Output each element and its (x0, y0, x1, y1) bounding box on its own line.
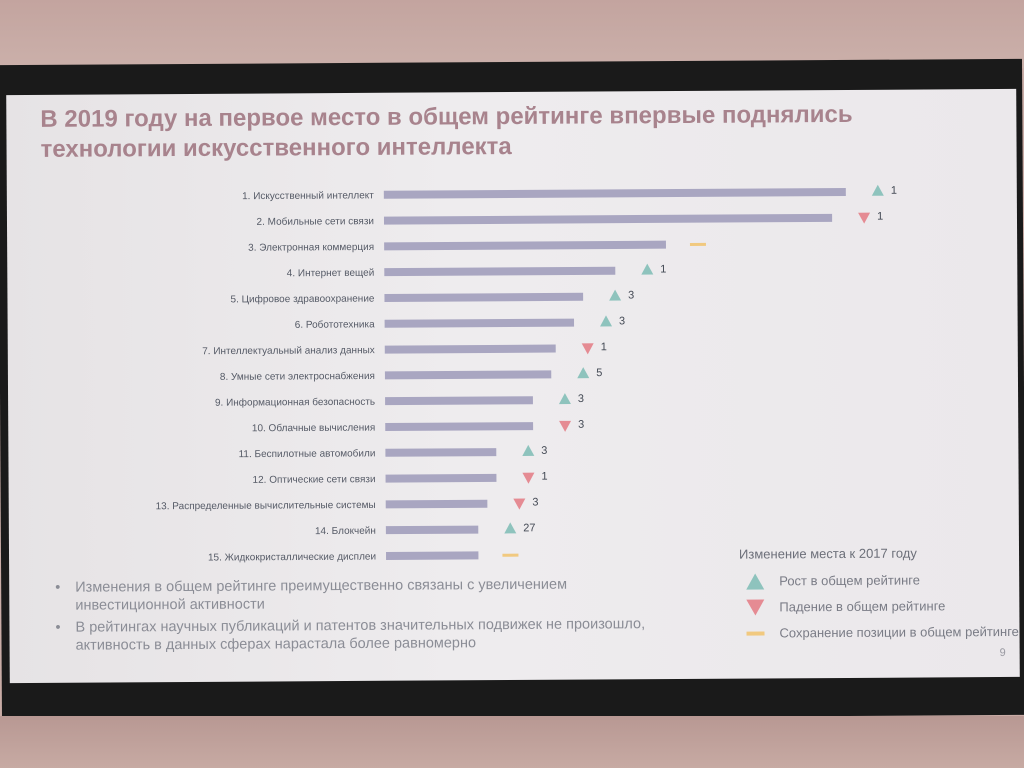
rank-down-marker (581, 343, 594, 355)
rank-up-marker (522, 444, 535, 456)
rank-change-label: 1 (877, 211, 883, 223)
category-label: 14. Блокчейн (315, 526, 376, 537)
legend-title: Изменение места к 2017 году (738, 545, 917, 562)
bullet-item-1: Изменения в общем рейтинге преимуществен… (49, 575, 649, 615)
rank-change-label: 1 (660, 263, 666, 275)
presentation-slide: В 2019 году на первое место в общем рейт… (6, 88, 1020, 684)
rank-down-marker (858, 212, 871, 224)
chart-legend: Изменение места к 2017 году Рост в общем… (735, 545, 1020, 650)
rank-down-marker (522, 472, 535, 484)
legend-item-down: Падение в общем рейтинге (735, 596, 1019, 624)
bar (383, 213, 833, 225)
rank-up-marker (641, 263, 654, 275)
bar (384, 318, 575, 328)
dash-icon (746, 631, 765, 636)
bar (383, 187, 846, 199)
legend-label-down: Падение в общем рейтинге (779, 598, 946, 615)
bar (385, 525, 479, 535)
rank-change-label: 3 (578, 419, 584, 431)
bar (384, 292, 584, 302)
triangle-up-icon (746, 573, 765, 590)
wall-top (0, 0, 1024, 68)
rank-change-label: 1 (541, 471, 547, 483)
category-label: 2. Мобильные сети связи (256, 215, 374, 228)
bar (385, 396, 533, 406)
category-label: 5. Цифровое здравоохранение (230, 293, 374, 306)
legend-label-same: Сохранение позиции в общем рейтинге (779, 623, 1019, 641)
rank-change-label: 3 (532, 496, 538, 508)
rank-change-label: 1 (891, 185, 897, 197)
rank-up-marker (600, 315, 613, 327)
bullet-item-2: В рейтингах научных публикаций и патенто… (49, 615, 649, 655)
legend-label-up: Рост в общем рейтинге (779, 572, 920, 589)
category-label: 3. Электронная коммерция (248, 242, 374, 254)
rank-change-label: 3 (619, 315, 625, 327)
bar (386, 551, 479, 560)
rank-up-marker (871, 184, 884, 196)
category-label: 11. Беспилотные автомобили (239, 447, 376, 460)
triangle-down-icon (746, 599, 765, 616)
bullet-list: Изменения в общем рейтинге преимуществен… (49, 575, 649, 659)
rank-up-marker (609, 289, 622, 301)
rank-change-label: 3 (578, 393, 584, 405)
category-label: 10. Облачные вычисления (252, 422, 375, 435)
bar (385, 499, 488, 509)
category-label: 4. Интернет вещей (287, 268, 375, 280)
rank-change-label: 3 (628, 289, 634, 301)
rank-up-marker (558, 393, 571, 405)
rank-change-label: 1 (601, 341, 607, 353)
rank-down-marker (513, 498, 526, 510)
category-label: 6. Робототехника (295, 318, 375, 330)
page-number: 9 (999, 646, 1006, 660)
rank-up-marker (504, 522, 517, 534)
category-label: 12. Оптические сети связи (252, 474, 375, 486)
bar (385, 473, 497, 483)
rank-same-marker (502, 553, 519, 557)
wall-bottom (0, 716, 1024, 768)
legend-item-same: Сохранение позиции в общем рейтинге (735, 622, 1019, 650)
category-label: 8. Умные сети электроснабжения (220, 370, 375, 383)
bar (385, 448, 497, 457)
ranking-bar-chart: 1. Искусственный интеллект 1 2. Мобильные … (156, 184, 897, 564)
bar (384, 266, 616, 277)
legend-item-up: Рост в общем рейтинге (735, 570, 1020, 598)
category-label: 13. Распределенные вычислительные систем… (156, 500, 376, 512)
bar (384, 344, 556, 354)
rank-change-label: 5 (596, 367, 602, 379)
rank-down-marker (559, 420, 572, 432)
rank-change-label: 27 (523, 522, 535, 534)
category-label: 9. Информационная безопасность (215, 396, 375, 409)
rank-up-marker (577, 367, 590, 379)
bar (385, 422, 534, 431)
category-label: 7. Интеллектуальный анализ данных (202, 345, 375, 357)
bar (384, 370, 552, 380)
category-label: 1. Искусственный интеллект (242, 190, 374, 202)
category-label: 15. Жидкокристаллические дисплеи (208, 552, 376, 564)
bar (384, 240, 666, 251)
rank-same-marker (689, 242, 706, 247)
rank-change-label: 3 (541, 445, 547, 457)
